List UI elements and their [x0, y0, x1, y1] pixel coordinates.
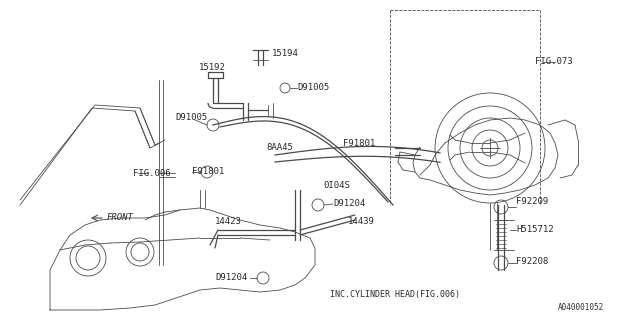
- Text: INC.CYLINDER HEAD(FIG.006): INC.CYLINDER HEAD(FIG.006): [330, 291, 460, 300]
- Text: F91801: F91801: [343, 139, 375, 148]
- Text: 15194: 15194: [272, 50, 299, 59]
- Text: F91801: F91801: [192, 167, 224, 177]
- Text: FRONT: FRONT: [107, 213, 134, 222]
- Text: D91005: D91005: [175, 113, 207, 122]
- Text: 15192: 15192: [198, 63, 225, 72]
- Text: F92209: F92209: [516, 197, 548, 206]
- Text: FIG.006: FIG.006: [133, 169, 171, 178]
- Text: 14423: 14423: [215, 218, 242, 227]
- Text: 8AA45: 8AA45: [266, 143, 293, 153]
- Text: 14439: 14439: [348, 218, 375, 227]
- Text: FIG.073: FIG.073: [535, 58, 573, 67]
- Text: F92208: F92208: [516, 257, 548, 266]
- Text: H515712: H515712: [516, 226, 554, 235]
- Text: D91204: D91204: [333, 199, 365, 209]
- Text: A040001052: A040001052: [558, 303, 604, 313]
- Text: 0I04S: 0I04S: [323, 180, 350, 189]
- Text: D91204: D91204: [215, 273, 247, 282]
- Text: D91005: D91005: [297, 83, 329, 92]
